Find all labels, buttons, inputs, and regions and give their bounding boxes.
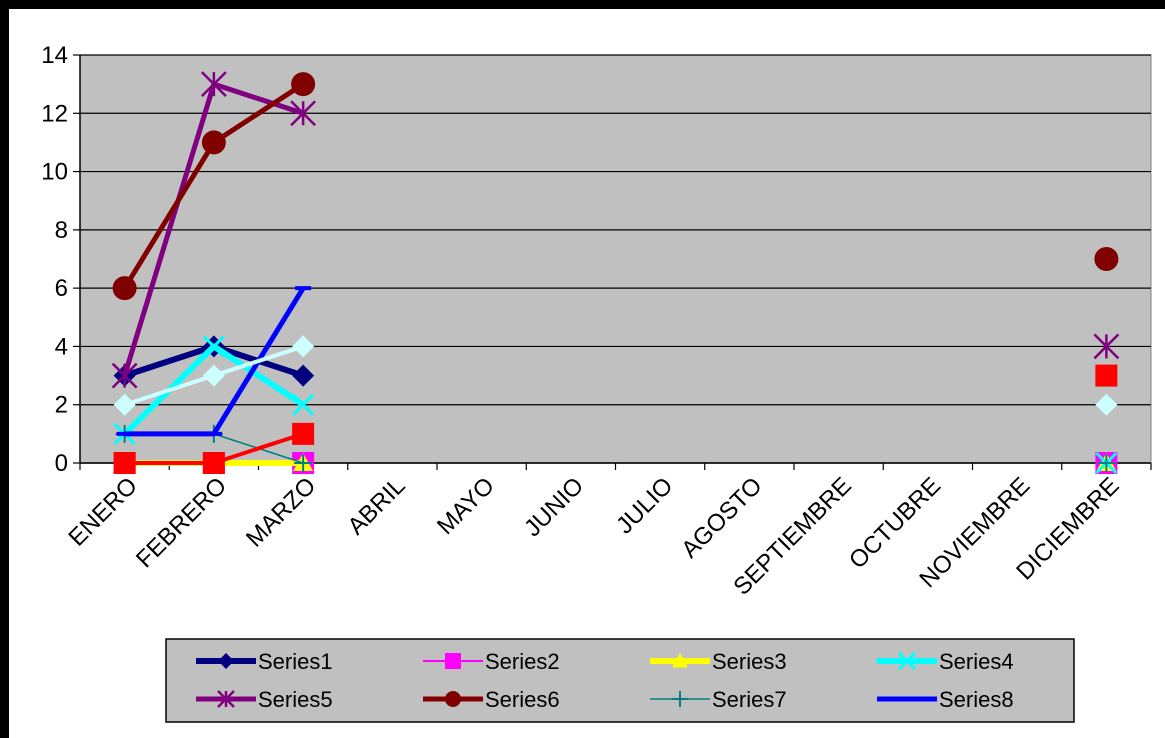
legend-label: Series7 <box>712 687 787 712</box>
data-point-marker <box>1094 247 1119 271</box>
legend-label: Series1 <box>258 649 333 674</box>
data-point-marker <box>113 393 136 416</box>
data-point-marker <box>205 431 222 436</box>
y-axis: 0 2 4 6 8 10 12 14 <box>41 42 81 477</box>
legend-entry: Series6 <box>423 687 560 712</box>
data-point-marker <box>202 364 225 387</box>
data-point-marker <box>1095 393 1118 416</box>
data-point-marker <box>897 651 917 671</box>
y-tick-label: 8 <box>55 217 68 244</box>
data-point-marker <box>116 431 133 436</box>
x-category-label: ABRIL <box>342 472 410 540</box>
legend-box <box>165 638 1075 723</box>
x-category-label: FEBRERO <box>131 472 232 573</box>
x-category-label: AGOSTO <box>676 472 767 563</box>
data-point-marker <box>445 691 461 707</box>
legend-label: Series5 <box>258 687 333 712</box>
x-category-label: JUNIO <box>519 472 589 542</box>
legend-entry: Series1 <box>196 649 333 674</box>
data-point-marker <box>111 362 138 389</box>
plot-area <box>79 54 1152 464</box>
series-series6 <box>112 72 1119 301</box>
series-unnamed-9 <box>113 335 1118 416</box>
data-point-marker <box>445 653 461 669</box>
data-point-marker <box>294 454 313 472</box>
legend-label: Series6 <box>485 687 560 712</box>
legend-label: Series2 <box>485 649 560 674</box>
y-tick-label: 6 <box>55 275 68 302</box>
data-point-marker <box>201 130 226 155</box>
data-point-marker <box>291 72 316 97</box>
data-point-marker <box>1097 454 1116 472</box>
data-point-marker <box>217 690 235 708</box>
data-point-marker <box>202 452 225 474</box>
legend-label: Series8 <box>939 687 1014 712</box>
series-group <box>111 71 1120 475</box>
series-series8 <box>116 286 312 437</box>
series-unnamed-8 <box>113 364 1118 474</box>
data-point-marker <box>292 364 315 387</box>
data-point-marker <box>218 653 234 669</box>
legend-entry: Series3 <box>650 649 787 674</box>
data-point-marker <box>672 691 688 707</box>
legend-entry: Series7 <box>650 687 787 712</box>
legend-entry: Series2 <box>423 649 560 674</box>
x-category-label: MARZO <box>241 472 321 552</box>
y-tick-label: 12 <box>41 100 68 127</box>
y-tick-label: 2 <box>55 392 68 419</box>
data-point-marker <box>1095 364 1118 387</box>
legend-entry: Series8 <box>877 687 1014 712</box>
data-point-marker <box>295 286 312 291</box>
legend: Series1 Series2 Series3 Series4 Series5 Serie… <box>165 638 1075 723</box>
y-tick-label: 4 <box>55 333 68 360</box>
data-point-marker <box>899 697 915 701</box>
plot-background <box>79 54 1152 464</box>
y-tick-label: 0 <box>55 450 68 477</box>
data-point-marker <box>112 276 137 301</box>
data-point-marker <box>290 100 317 127</box>
legend-entry: Series5 <box>196 687 333 712</box>
data-point-marker <box>672 653 688 668</box>
x-category-label: ENERO <box>63 472 142 551</box>
x-category-label: MAYO <box>432 472 500 540</box>
data-point-marker <box>202 335 225 358</box>
data-point-marker <box>200 71 227 98</box>
legend-entry: Series4 <box>877 649 1014 674</box>
data-point-marker <box>1093 333 1120 360</box>
data-point-marker <box>292 335 315 358</box>
y-tick-label: 10 <box>41 159 68 186</box>
x-category-label: JULIO <box>611 472 678 539</box>
legend-label: Series4 <box>939 649 1014 674</box>
data-point-marker <box>292 393 315 416</box>
data-point-marker <box>292 422 315 445</box>
data-point-marker <box>113 452 136 474</box>
legend-label: Series3 <box>712 649 787 674</box>
y-tick-label: 14 <box>41 42 68 69</box>
